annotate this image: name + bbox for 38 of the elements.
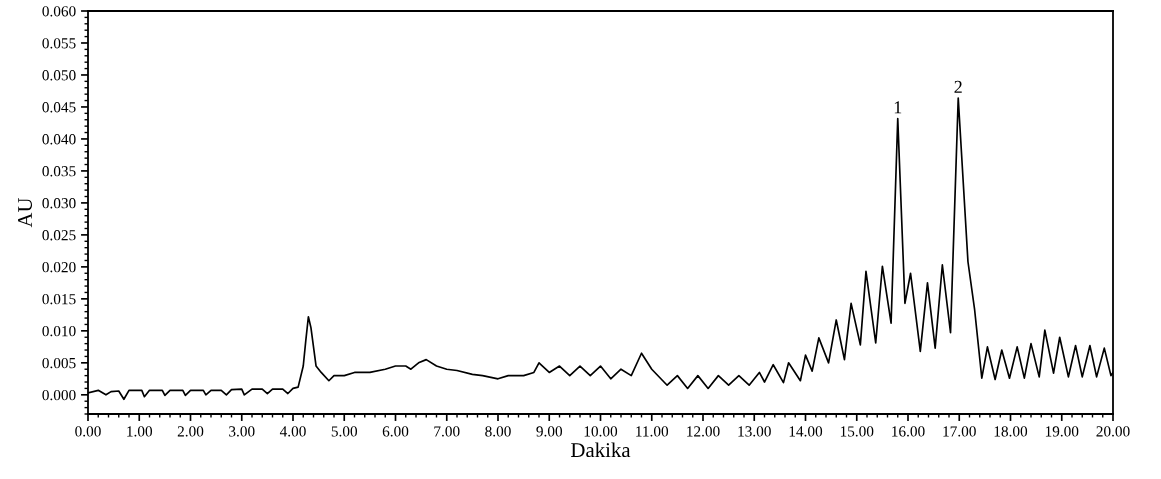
y-tick-label: 0.025 [42, 230, 76, 241]
x-tick-label: 1.00 [127, 426, 153, 437]
x-tick-label: 3.00 [229, 426, 255, 437]
y-tick-label: 0.050 [42, 70, 76, 81]
y-tick-label: 0.000 [42, 389, 76, 401]
y-tick-label: 0.035 [42, 166, 76, 177]
y-tick-label: 0.045 [42, 102, 76, 113]
x-tick-label: 18.00 [994, 426, 1028, 437]
x-tick-label: 0.00 [75, 426, 101, 437]
x-tick-label: 8.00 [485, 426, 511, 437]
x-tick-label: 9.00 [536, 426, 563, 437]
x-tick-label: 17.00 [943, 426, 976, 437]
x-tick-label: 7.00 [434, 426, 460, 437]
x-tick-label: 4.00 [279, 426, 306, 437]
x-tick-label: 5.00 [331, 426, 358, 437]
annotation: 2 [954, 80, 962, 93]
x-tick-label: 20.00 [1096, 426, 1130, 437]
x-axis-title: Dakika [571, 442, 631, 458]
x-tick-label: 6.00 [382, 426, 409, 437]
y-tick-label: 0.010 [42, 325, 76, 337]
y-tick-label: 0.030 [42, 198, 76, 209]
x-tick-label: 14.00 [789, 426, 823, 437]
x-tick-label: 12.00 [687, 426, 720, 437]
x-tick-label: 13.00 [738, 426, 771, 437]
y-tick-label: 0.015 [42, 294, 76, 305]
y-tick-label: 0.005 [42, 357, 76, 369]
x-tick-label: 11.00 [636, 426, 669, 437]
y-axis-title: AU [18, 197, 33, 228]
x-tick-label: 2.00 [177, 426, 204, 437]
x-tick-label: 19.00 [1045, 426, 1079, 437]
annotation: 1 [894, 101, 902, 114]
y-tick-label: 0.060 [42, 6, 76, 17]
y-tick-label: 0.020 [42, 262, 76, 273]
x-tick-label: 15.00 [840, 426, 874, 437]
x-tick-label: 16.00 [892, 426, 925, 437]
y-tick-label: 0.040 [42, 134, 76, 145]
x-tick-label: 10.00 [584, 426, 618, 437]
y-tick-label: 0.055 [42, 38, 76, 49]
